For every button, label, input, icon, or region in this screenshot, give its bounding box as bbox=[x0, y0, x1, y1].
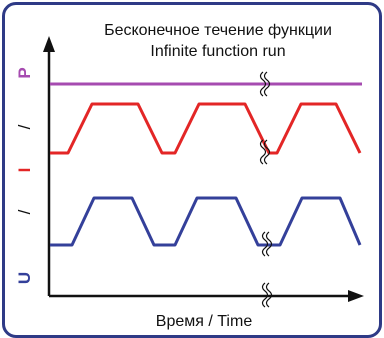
u-signal-wave bbox=[50, 196, 362, 247]
x-axis-label: Время / Time bbox=[156, 313, 253, 330]
y-separator-1: / bbox=[15, 124, 34, 129]
x-axis-arrow-icon bbox=[348, 290, 364, 302]
title-line-2: Infinite function run bbox=[150, 43, 285, 60]
axes bbox=[43, 36, 364, 302]
break-mark-icon bbox=[261, 231, 273, 257]
y-separator-2: / bbox=[15, 209, 34, 214]
break-mark-icon bbox=[259, 139, 271, 165]
i-signal-wave bbox=[50, 102, 362, 155]
y-label-p: P bbox=[15, 67, 34, 78]
y-label-u: U bbox=[15, 272, 34, 284]
y-axis-arrow-icon bbox=[43, 36, 55, 52]
y-label-i: I bbox=[15, 168, 34, 173]
break-mark-icon bbox=[259, 71, 271, 97]
title-line-1: Бесконечное течение функции bbox=[104, 22, 332, 39]
break-mark-icon bbox=[261, 282, 273, 308]
y-axis-labels: P / I / U bbox=[15, 67, 34, 284]
